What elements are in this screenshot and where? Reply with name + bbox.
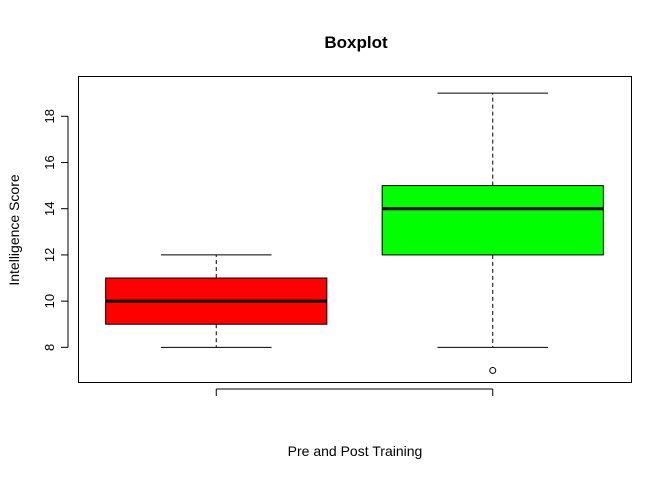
y-tick-label: 18 xyxy=(42,109,57,123)
chart-title: Boxplot xyxy=(324,33,388,52)
y-tick-label: 12 xyxy=(42,248,57,262)
outlier-point xyxy=(489,366,497,374)
box-group xyxy=(381,92,604,374)
y-tick-label: 14 xyxy=(42,201,57,215)
x-axis-label: Pre and Post Training xyxy=(288,443,423,459)
box-group xyxy=(105,254,328,348)
box-rect xyxy=(381,185,604,256)
y-axis-label: Intelligence Score xyxy=(6,174,22,286)
plot-frame xyxy=(78,76,632,383)
y-tick-label: 16 xyxy=(42,155,57,169)
y-tick-label: 8 xyxy=(42,344,57,351)
y-tick-label: 10 xyxy=(42,294,57,308)
y-axis: 8 10 12 14 16 18 xyxy=(42,109,69,351)
boxes-group xyxy=(105,92,604,374)
x-axis xyxy=(215,388,494,396)
